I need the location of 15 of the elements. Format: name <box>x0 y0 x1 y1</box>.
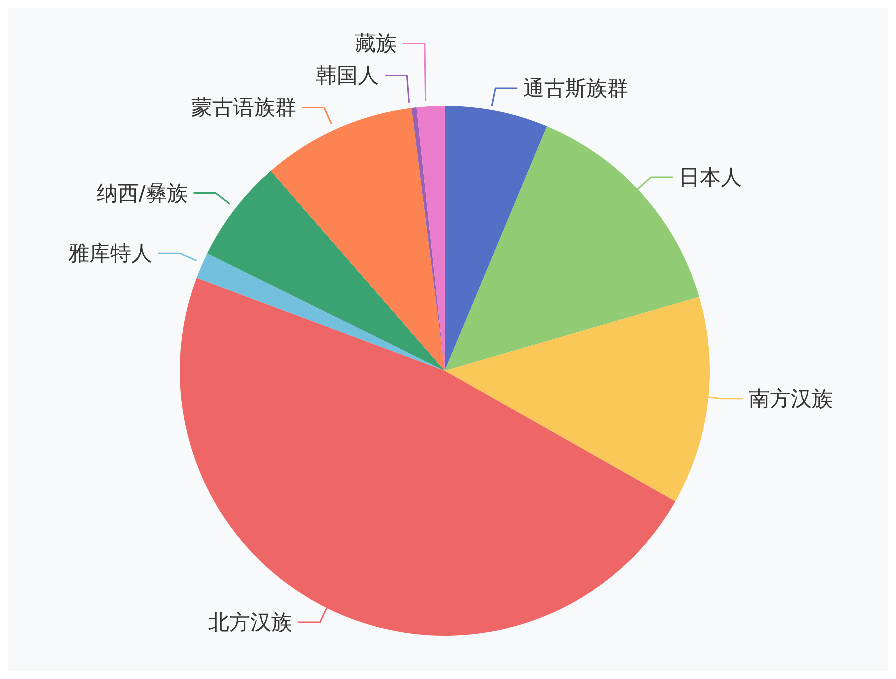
pie-slice <box>207 171 445 371</box>
pie-slice <box>180 278 676 636</box>
slice-label: 日本人 <box>679 166 742 190</box>
pie-slice <box>445 106 548 371</box>
pie-slice <box>445 126 700 371</box>
slice-label: 南方汉族 <box>749 386 834 411</box>
slice-label: 通古斯族群 <box>524 76 629 101</box>
slice-label: 纳西/彝族 <box>96 181 188 206</box>
pie-slice <box>416 106 445 371</box>
slice-label: 韩国人 <box>316 64 380 88</box>
slice-label: 雅库特人 <box>68 242 152 266</box>
pie-slice <box>196 254 445 371</box>
slice-label: 北方汉族 <box>208 610 292 634</box>
slice-label: 藏族 <box>354 32 397 56</box>
slice-label: 蒙古语族群 <box>191 96 296 120</box>
